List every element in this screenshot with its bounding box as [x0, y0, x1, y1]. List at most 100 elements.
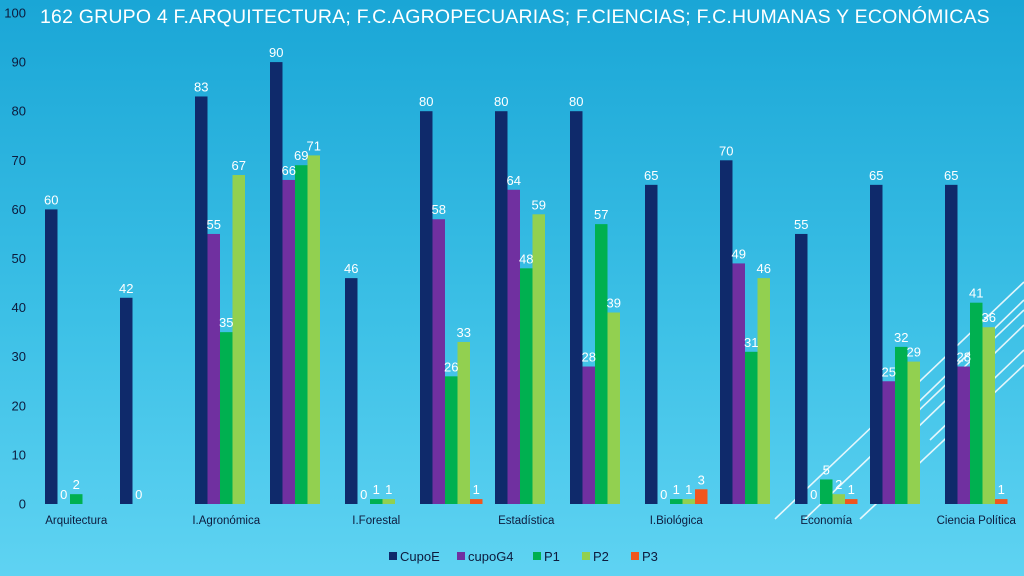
bar [845, 499, 858, 504]
data-label: 65 [944, 168, 958, 183]
data-label: 1 [673, 482, 680, 497]
bar [432, 219, 445, 504]
data-label: 28 [957, 350, 971, 365]
legend-swatch [582, 552, 590, 560]
bar [70, 494, 83, 504]
data-label: 49 [732, 246, 746, 261]
legend-label: P2 [593, 549, 609, 564]
bar [907, 361, 920, 504]
data-label: 1 [373, 482, 380, 497]
data-label: 59 [532, 197, 546, 212]
bar [207, 233, 220, 504]
data-label: 5 [823, 462, 830, 477]
legend-swatch [457, 552, 465, 560]
y-tick-label: 0 [19, 497, 26, 512]
data-label: 64 [507, 173, 521, 188]
bar [220, 332, 233, 504]
data-label: 3 [698, 472, 705, 487]
bar [820, 479, 833, 504]
data-label: 48 [519, 251, 533, 266]
data-label: 55 [794, 217, 808, 232]
bar [582, 366, 595, 504]
data-label: 33 [457, 325, 471, 340]
data-label: 60 [44, 192, 58, 207]
data-label: 35 [219, 315, 233, 330]
bar [757, 278, 770, 504]
bar [570, 111, 583, 504]
bar [295, 165, 308, 504]
data-label: 41 [969, 286, 983, 301]
bar [507, 189, 520, 504]
x-tick-label: Arquitectura [45, 515, 108, 527]
chart-title: 162 GRUPO 4 F.ARQUITECTURA; F.C.AGROPECU… [40, 6, 990, 28]
data-label: 55 [207, 217, 221, 232]
data-label: 0 [135, 487, 142, 502]
data-label: 46 [757, 261, 771, 276]
y-tick-label: 30 [12, 349, 26, 364]
bar [120, 297, 133, 504]
bar [532, 214, 545, 504]
data-label: 2 [835, 477, 842, 492]
data-label: 1 [473, 482, 480, 497]
data-label: 71 [307, 138, 321, 153]
data-label: 46 [344, 261, 358, 276]
bar [682, 499, 695, 504]
legend-label: CupoE [400, 549, 440, 564]
bar [420, 111, 433, 504]
data-label: 1 [848, 482, 855, 497]
data-label: 90 [269, 45, 283, 60]
data-label: 25 [882, 364, 896, 379]
bar [970, 302, 983, 504]
legend-swatch [389, 552, 397, 560]
legend-label: P1 [544, 549, 560, 564]
bar [895, 346, 908, 504]
bar [457, 341, 470, 504]
bar [745, 351, 758, 504]
data-label: 69 [294, 148, 308, 163]
y-tick-label: 40 [12, 300, 26, 315]
bar [945, 184, 958, 504]
data-label: 65 [869, 168, 883, 183]
data-label: 80 [494, 94, 508, 109]
data-label: 70 [719, 143, 733, 158]
bar [595, 224, 608, 504]
data-label: 1 [685, 482, 692, 497]
data-label: 2 [73, 477, 80, 492]
y-tick-label: 60 [12, 202, 26, 217]
bar [345, 278, 358, 504]
data-label: 66 [282, 163, 296, 178]
data-label: 36 [982, 310, 996, 325]
legend-label: P3 [642, 549, 658, 564]
x-tick-label: Estadística [498, 515, 555, 527]
data-label: 67 [232, 158, 246, 173]
y-tick-label: 100 [4, 6, 26, 21]
y-tick-label: 70 [12, 153, 26, 168]
bar [495, 111, 508, 504]
bar [870, 184, 883, 504]
bar [382, 499, 395, 504]
data-label: 28 [582, 350, 596, 365]
y-axis: 0 10 20 30 40 50 60 70 80 90 100 [4, 6, 26, 512]
data-label: 80 [419, 94, 433, 109]
bar [270, 62, 283, 504]
bar [982, 327, 995, 504]
bar [957, 366, 970, 504]
bar [795, 233, 808, 504]
bar [445, 376, 458, 504]
x-tick-label: Ciencia Política [937, 515, 1017, 527]
legend-swatch [631, 552, 639, 560]
bar [370, 499, 383, 504]
bar [470, 499, 483, 504]
bar [607, 312, 620, 504]
data-label: 1 [385, 482, 392, 497]
legend-swatch [533, 552, 541, 560]
data-label: 65 [644, 168, 658, 183]
x-tick-label: I.Forestal [352, 515, 400, 527]
data-label: 42 [119, 281, 133, 296]
bar [995, 499, 1008, 504]
bar [832, 494, 845, 504]
x-tick-label: Economía [800, 515, 852, 527]
y-tick-label: 10 [12, 447, 26, 462]
x-tick-label: I.Agronómica [192, 515, 260, 527]
